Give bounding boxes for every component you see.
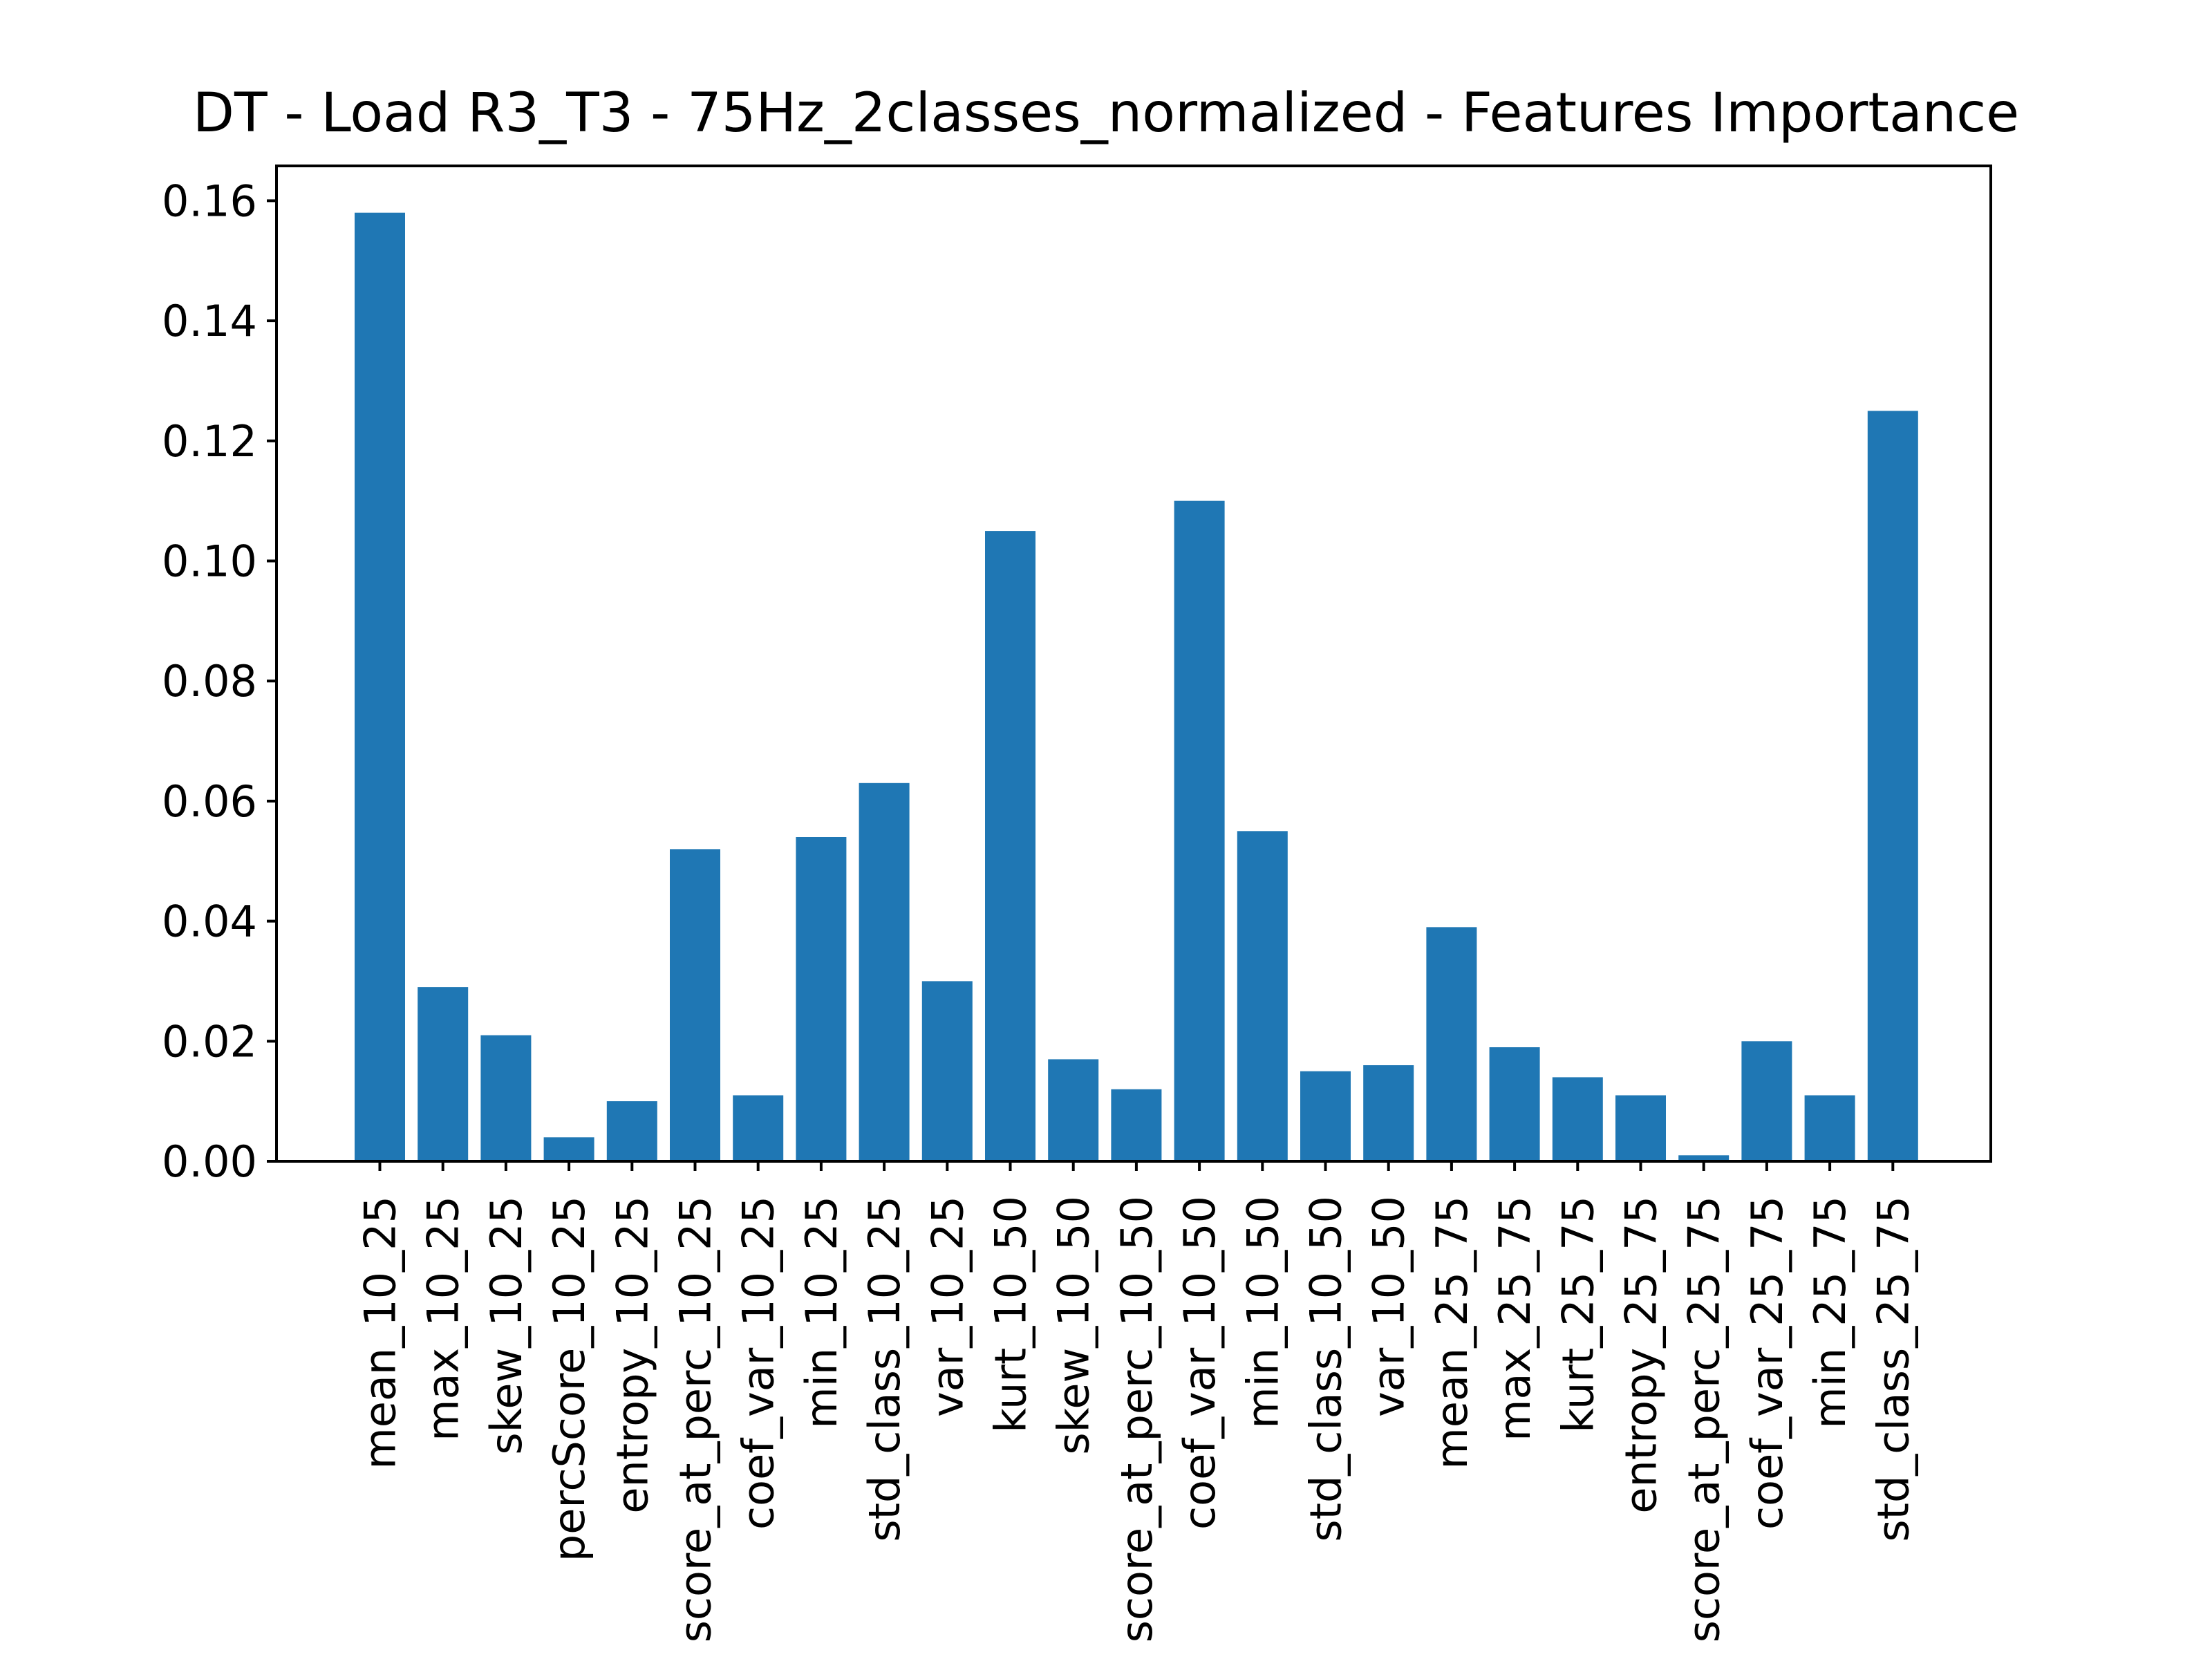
x-tick-label: skew_10_25 [481, 1196, 532, 1455]
x-tick-label: max_25_75 [1490, 1196, 1540, 1441]
x-tick-label: mean_10_25 [355, 1196, 406, 1470]
y-tick-label: 0.02 [162, 1016, 257, 1067]
x-tick-label: var_10_50 [1364, 1196, 1414, 1417]
bar-mean_10_25 [355, 212, 405, 1162]
bar-var_10_50 [1363, 1065, 1414, 1161]
y-tick-label: 0.12 [162, 416, 257, 467]
x-tick-label: entropy_10_25 [607, 1196, 657, 1514]
bar-std_class_10_50 [1300, 1071, 1351, 1161]
bar-max_25_75 [1489, 1047, 1540, 1161]
y-tick-label: 0.16 [162, 176, 257, 226]
plot-frame [275, 165, 1992, 1163]
x-tick-label: score_at_perc_10_50 [1112, 1196, 1162, 1642]
y-tick-label: 0.14 [162, 296, 257, 346]
bar-entropy_25_75 [1615, 1095, 1666, 1161]
bar-mean_25_75 [1426, 927, 1477, 1161]
bar-score_at_perc_10_25 [670, 849, 720, 1161]
bar-std_class_10_25 [859, 782, 910, 1161]
x-tick-label: kurt_10_50 [986, 1196, 1036, 1433]
bar-coef_var_10_50 [1174, 500, 1225, 1161]
x-tick-label: coef_var_25_75 [1742, 1196, 1792, 1530]
x-tick-label: std_class_10_25 [859, 1196, 910, 1542]
bar-entropy_10_25 [606, 1101, 657, 1161]
bar-percScore_10_25 [543, 1137, 594, 1161]
x-tick-label: min_25_75 [1805, 1196, 1855, 1429]
y-tick-label: 0.04 [162, 897, 257, 947]
x-axis: mean_10_25 max_10_25 skew_10_25 percScore_1… [355, 1161, 1918, 1642]
bar-coef_var_10_25 [733, 1095, 784, 1161]
bar-min_10_50 [1237, 831, 1288, 1161]
x-tick-label: kurt_25_75 [1553, 1196, 1603, 1433]
bar-std_class_25_75 [1867, 411, 1918, 1161]
x-tick-label: std_class_10_50 [1301, 1196, 1351, 1542]
x-tick-label: percScore_10_25 [544, 1196, 594, 1562]
x-tick-label: var_10_25 [922, 1196, 973, 1417]
y-tick-label: 0.08 [162, 656, 257, 706]
x-tick-label: min_10_50 [1237, 1196, 1288, 1429]
bar-skew_10_25 [480, 1035, 532, 1161]
x-tick-label: entropy_25_75 [1616, 1196, 1667, 1514]
x-tick-label: std_class_25_75 [1868, 1196, 1918, 1542]
bar-skew_10_50 [1048, 1059, 1099, 1161]
bar-group [355, 212, 1918, 1162]
bar-kurt_10_50 [985, 531, 1035, 1161]
bar-score_at_perc_10_50 [1111, 1089, 1162, 1161]
x-tick-label: score_at_perc_25_75 [1679, 1196, 1730, 1642]
y-tick-label: 0.00 [162, 1136, 257, 1187]
bar-coef_var_25_75 [1741, 1041, 1792, 1161]
y-axis: 0.00 0.02 0.04 0.06 0.08 0.10 0.12 0.14 0.16 [162, 176, 276, 1187]
bar-max_10_25 [418, 987, 469, 1161]
x-tick-label: max_10_25 [418, 1196, 469, 1441]
y-tick-label: 0.06 [162, 776, 257, 827]
x-tick-label: min_10_25 [796, 1196, 847, 1429]
x-tick-label: score_at_perc_10_25 [671, 1196, 721, 1642]
x-tick-label: mean_25_75 [1427, 1196, 1477, 1470]
bar-var_10_25 [921, 981, 973, 1161]
y-tick-label: 0.10 [162, 536, 257, 587]
bar-kurt_25_75 [1552, 1077, 1603, 1161]
chart-title: DT - Load R3_T3 - 75Hz_2classes_normaliz… [193, 82, 2019, 144]
bar-min_25_75 [1804, 1095, 1855, 1161]
x-tick-label: skew_10_50 [1049, 1196, 1099, 1455]
bar-score_at_perc_25_75 [1678, 1155, 1730, 1161]
x-tick-label: coef_var_10_50 [1174, 1196, 1225, 1530]
x-tick-label: coef_var_10_25 [733, 1196, 784, 1530]
bar-min_10_25 [796, 837, 847, 1161]
